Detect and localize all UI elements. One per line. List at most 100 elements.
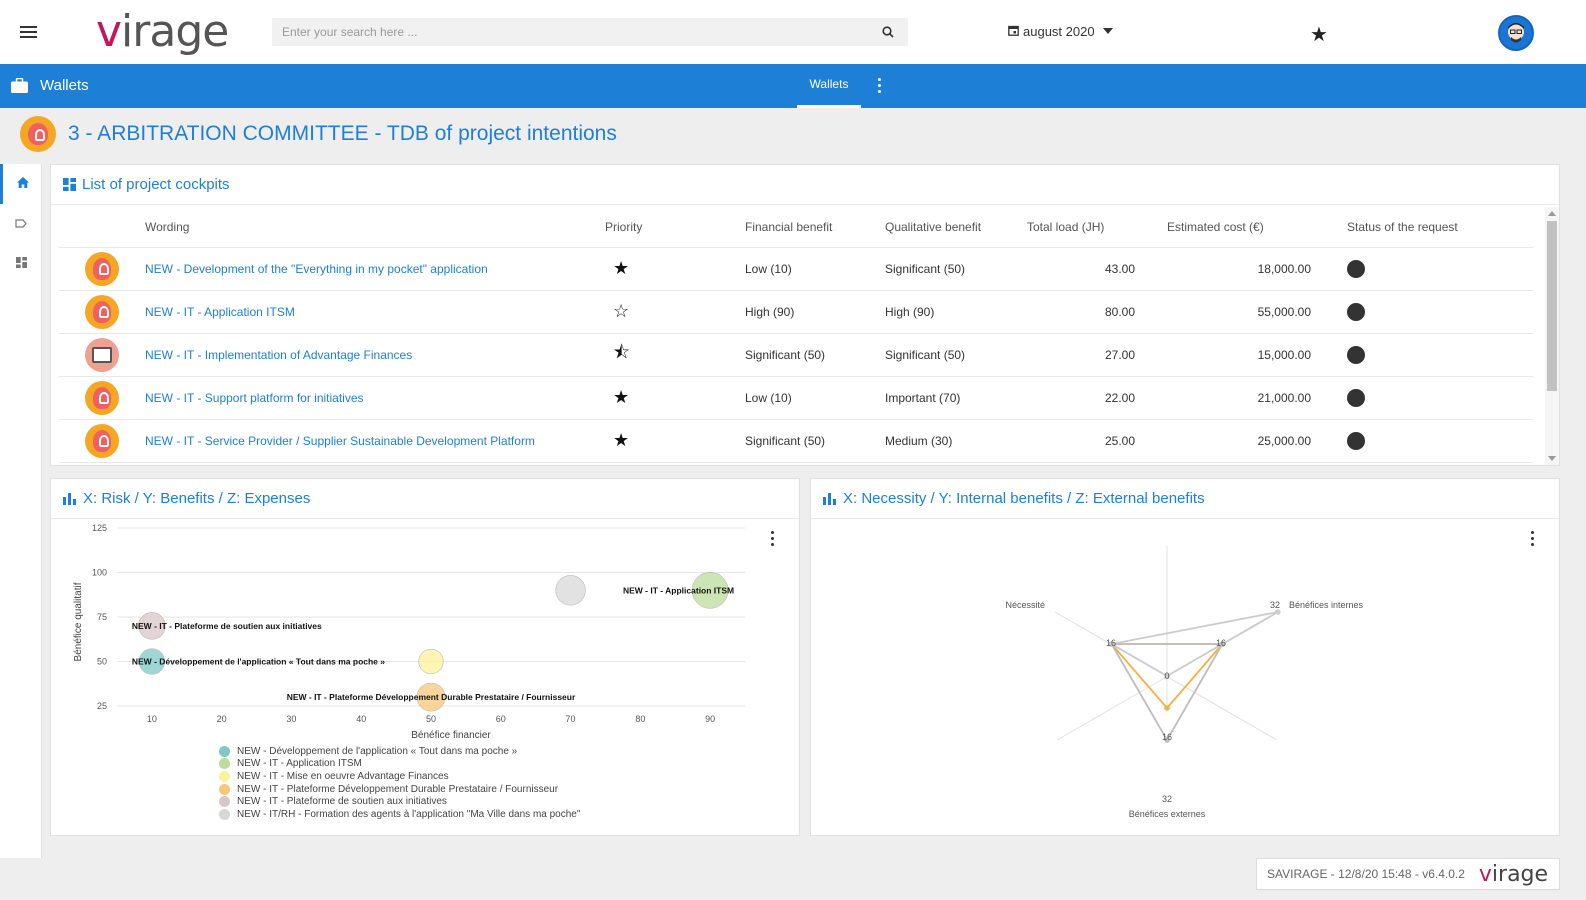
legend-item[interactable]: NEW - IT - Plateforme de soutien aux ini… [219,795,580,808]
page-title-row: 3 - ARBITRATION COMMITTEE - TDB of proje… [20,114,617,154]
star-outline-icon: ☆ [613,301,630,321]
column-header-icon [59,207,145,248]
lightbulb-icon [85,380,119,415]
qualitative-cell: Important (70) [885,376,1027,420]
cost-cell: 18,000.00 [1167,247,1327,291]
version-text: SAVIRAGE - 12/8/20 15:48 - v6.4.0.2 [1267,867,1465,881]
section-title: Wallets [40,77,89,94]
lightbulb-icon [85,423,119,458]
lightbulb-icon [20,116,56,152]
qualitative-cell: Significant (50) [885,333,1027,377]
legend-item[interactable]: NEW - IT - Application ITSM [219,758,580,771]
priority-cell: ⯪ [605,333,745,377]
status-dot [1347,388,1365,407]
bubble-label: NEW - IT - Plateforme de soutien aux ini… [132,621,322,631]
x-tick-label: 70 [566,714,576,724]
status-dot [1347,345,1365,364]
column-header-priority[interactable]: Priority [605,207,745,248]
left-rail [0,164,42,858]
legend-item[interactable]: NEW - IT - Mise en oeuvre Advantage Fina… [219,770,580,783]
row-icon-cell [59,290,145,334]
project-link[interactable]: NEW - IT - Support platform for initiati… [145,390,364,405]
financial-cell: Significant (50) [745,333,885,377]
wording-cell: NEW - IT - Implementation of Advantage F… [145,333,605,377]
row-icon-cell [59,419,145,463]
star-filled-icon: ★ [613,430,630,450]
status-cell [1327,419,1533,463]
status-cell [1327,376,1533,420]
dashboard-icon [63,178,76,191]
column-header-qualitative[interactable]: Qualitative benefit [885,207,1027,248]
row-icon-cell [59,333,145,377]
table-row[interactable]: NEW - IT - Implementation of Advantage F… [59,333,1533,377]
table-row[interactable]: NEW - IT - Support platform for initiati… [59,376,1533,420]
radar-point [1164,705,1170,711]
x-tick-label: 90 [705,714,715,724]
legend-label: NEW - Développement de l'application « T… [237,745,518,757]
y-tick-label: 100 [92,568,107,578]
rail-item-dashboard[interactable] [0,244,42,284]
legend-label: NEW - IT/RH - Formation des agents à l'a… [237,808,581,820]
chart-title: X: Necessity / Y: Internal benefits / Z:… [843,490,1205,507]
column-header-cost[interactable]: Estimated cost (€) [1167,207,1327,248]
briefcase-icon [11,77,28,98]
more-vertical-icon[interactable] [878,78,882,96]
rail-item-home[interactable] [0,164,42,204]
panel-header: X: Necessity / Y: Internal benefits / Z:… [811,479,1559,519]
project-link[interactable]: NEW - IT - Application ITSM [145,304,295,319]
x-tick-label: 80 [635,714,645,724]
rail-item-tag[interactable] [0,204,42,244]
column-header-load[interactable]: Total load (JH) [1027,207,1167,248]
legend-item[interactable]: NEW - IT - Plateforme Développement Dura… [219,783,580,796]
table-scrollbar[interactable] [1545,207,1559,465]
star-half-icon: ⯪ [613,341,631,362]
column-header-status[interactable]: Status of the request [1327,207,1533,248]
qualitative-cell: High (90) [885,290,1027,334]
table-row[interactable]: NEW - IT - Service Provider / Supplier S… [59,419,1533,463]
calendar-icon [1008,24,1019,39]
project-link[interactable]: NEW - IT - Service Provider / Supplier S… [145,433,535,448]
status-cell [1327,247,1533,291]
column-header-financial[interactable]: Financial benefit [745,207,885,248]
more-vertical-icon[interactable] [1531,531,1535,549]
cost-cell: 25,000.00 [1167,419,1327,463]
search-box [272,18,908,46]
financial-cell: Significant (50) [745,419,885,463]
avatar[interactable] [1498,15,1534,51]
legend-swatch [219,808,230,820]
search-input[interactable] [272,18,852,46]
y-tick-label: 75 [97,612,107,622]
table-header-row: Wording Priority Financial benefit Quali… [59,207,1533,248]
bubble [138,612,166,640]
x-tick-label: 20 [217,714,227,724]
legend-label: NEW - IT - Plateforme de soutien aux ini… [237,796,447,808]
x-tick-label: 50 [426,714,436,724]
bar-chart-icon [63,492,77,505]
radar-point [1164,673,1170,679]
table-row[interactable]: NEW - Development of the "Everything in … [59,247,1533,291]
menu-icon[interactable] [20,26,37,38]
search-icon[interactable] [882,25,894,43]
legend-item[interactable]: NEW - Développement de l'application « T… [219,745,580,758]
favorites-star-icon[interactable]: ★ [1310,24,1328,46]
project-link[interactable]: NEW - IT - Implementation of Advantage F… [145,347,413,362]
y-axis-label: Bénéfice qualitatif [73,582,84,661]
project-link[interactable]: NEW - Development of the "Everything in … [145,261,488,276]
radar-tick-label: 0 [1164,671,1169,681]
more-vertical-icon[interactable] [771,531,775,549]
legend-swatch [219,796,230,808]
legend-label: NEW - IT - Plateforme Développement Dura… [237,783,559,795]
panel-header: X: Risk / Y: Benefits / Z: Expenses [51,479,799,519]
financial-cell: Low (10) [745,376,885,420]
star-filled-icon: ★ [613,387,630,407]
table-row[interactable]: NEW - IT - Application ITSM ☆ High (90) Hig… [59,290,1533,334]
cost-cell: 21,000.00 [1167,376,1327,420]
period-selector[interactable]: august 2020 [1008,20,1113,42]
financial-cell: High (90) [745,290,885,334]
necessity-benefits-chart-panel: X: Necessity / Y: Internal benefits / Z:… [810,478,1560,836]
panel-title: List of project cockpits [82,176,230,193]
column-header-wording[interactable]: Wording [145,207,605,248]
virage-logo[interactable]: virage [96,6,229,57]
tab-wallets[interactable]: Wallets [797,64,861,108]
legend-item[interactable]: NEW - IT/RH - Formation des agents à l'a… [219,808,580,821]
